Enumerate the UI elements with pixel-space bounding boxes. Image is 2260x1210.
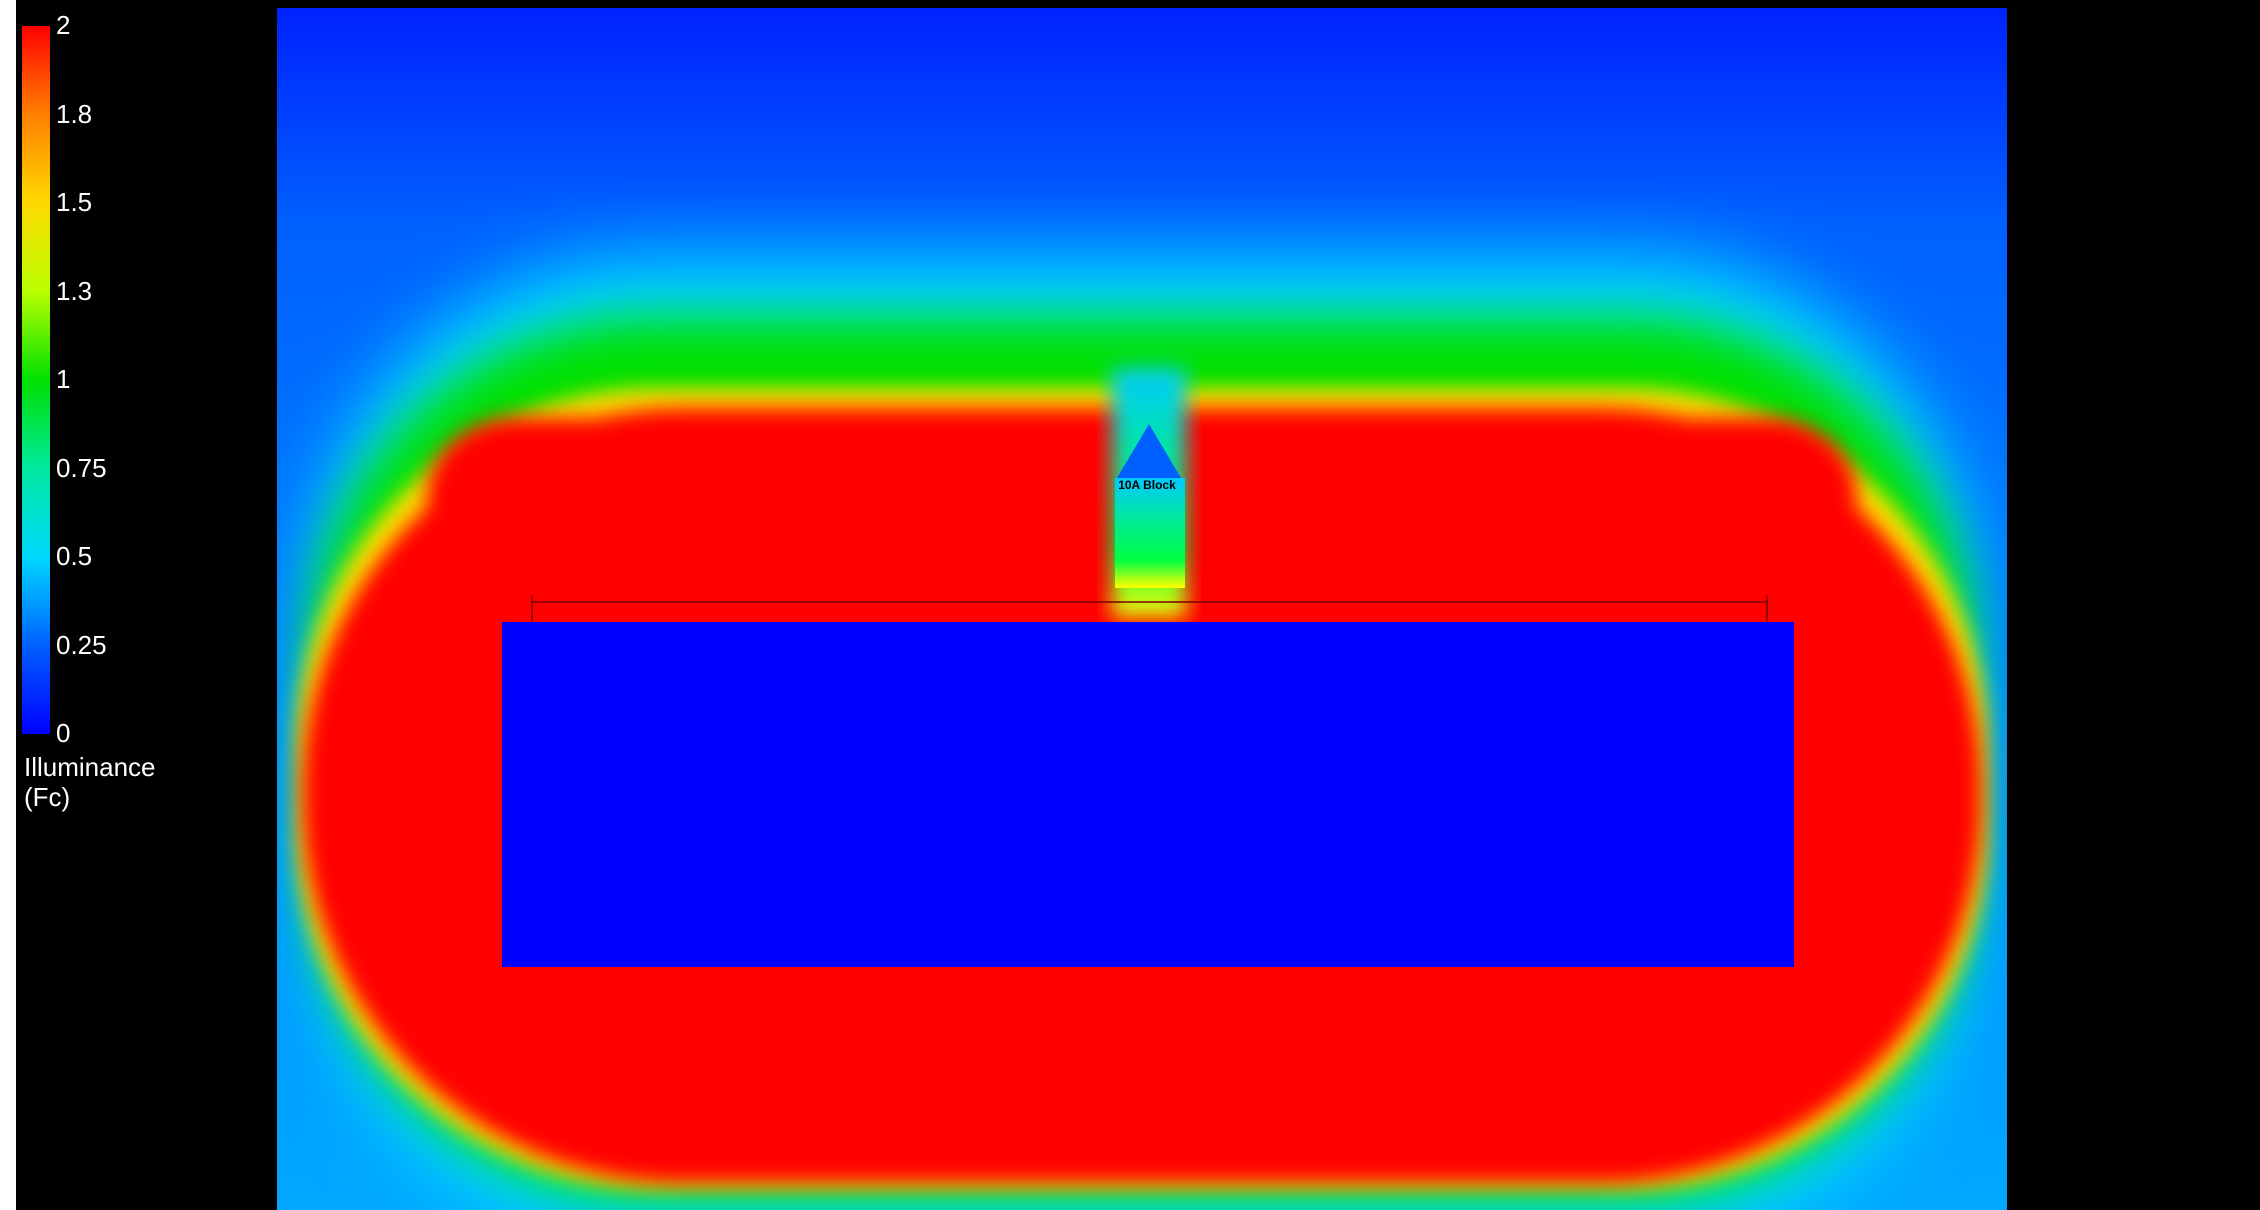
block-annotation: 10A Block [1118, 478, 1176, 492]
right-panel [2007, 0, 2260, 1210]
colorbar-title-line2: (Fc) [24, 782, 71, 812]
colorbar-tick-mark [50, 644, 62, 647]
colorbar-tick-mark [50, 556, 62, 558]
colorbar-gradient [22, 26, 50, 734]
colorbar-tick-mark [50, 379, 62, 381]
colorbar-tick-label: 0.75 [56, 452, 107, 483]
colorbar-tick-label: 1 [56, 364, 71, 394]
colorbar-tick-mark [50, 733, 62, 735]
illuminance-heatmap-svg: 10A Block [277, 8, 2007, 1210]
building-footprint [502, 622, 1794, 967]
colorbar-tick-label: 1.5 [56, 187, 93, 217]
colorbar-tick-label: 0 [56, 718, 71, 748]
left-gutter [0, 0, 16, 1210]
colorbar-tick-mark [50, 25, 62, 27]
colorbar-tick-label: 2 [56, 10, 71, 40]
colorbar-tick-mark [50, 467, 62, 470]
colorbar-tick-mark [50, 290, 62, 293]
colorbar-tick-label: 1.3 [56, 275, 93, 306]
colorbar-tick-mark [50, 202, 62, 204]
colorbar-tick-mark [50, 113, 62, 116]
colorbar-title-line1: Illuminance [24, 752, 156, 782]
colorbar-tick-label: 0.5 [56, 541, 93, 571]
colorbar-legend: 2 1.8 1.5 1.3 1 0.75 0.5 0.25 0 Illuminance (Fc) [16, 0, 277, 1210]
stem-lower [1115, 478, 1185, 588]
stem-cone [1117, 424, 1181, 478]
colorbar-tick-label: 0.25 [56, 629, 107, 660]
colorbar-tick-label: 1.8 [56, 98, 93, 129]
colorbar-title: Illuminance (Fc) [24, 752, 156, 812]
illuminance-plot-area: 10A Block [277, 8, 2007, 1210]
